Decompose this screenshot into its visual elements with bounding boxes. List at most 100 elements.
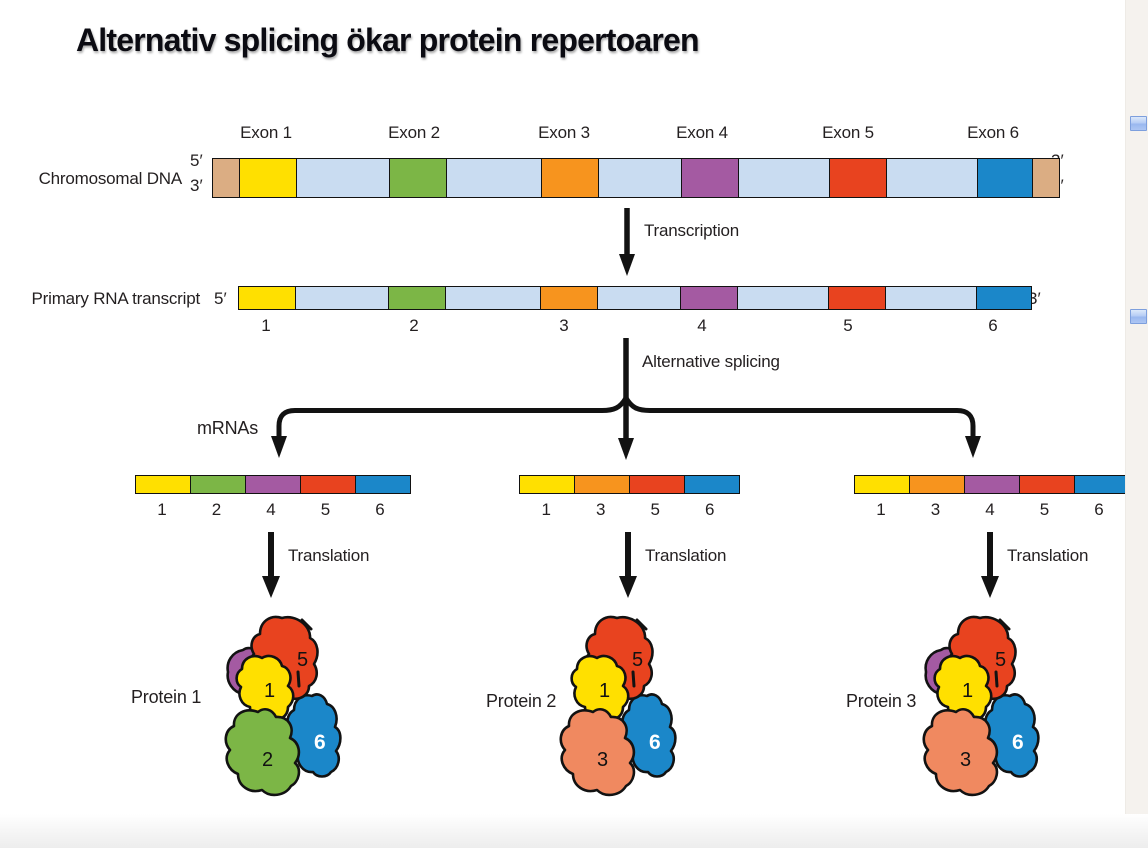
rna-intron — [886, 287, 977, 309]
dna-intron — [599, 159, 682, 178]
rna-exon-number-6: 6 — [988, 316, 998, 335]
rna-intron — [296, 287, 389, 309]
dna-intron — [447, 178, 542, 198]
scrollbar-marker-top[interactable] — [1130, 116, 1147, 131]
protein-label-3: Protein 3 — [846, 691, 917, 711]
transcription-arrow — [619, 208, 635, 276]
mrna-3-exon-1 — [854, 476, 910, 493]
dna-exon-1 — [240, 159, 297, 178]
mrna-bar-3 — [853, 475, 1130, 494]
dna-exon-1 — [240, 178, 297, 198]
mrna-1-number-2: 2 — [211, 500, 222, 519]
protein-2-subunit-number-1: 1 — [599, 680, 610, 702]
protein-2-subunit-number-6: 6 — [649, 731, 661, 754]
dna-strand-bottom — [212, 177, 1060, 199]
protein-3-subunit-number-3: 3 — [960, 749, 971, 771]
protein-3-subunit-number-1: 1 — [962, 680, 973, 702]
rna-intron — [598, 287, 681, 309]
mrna-2-exon-3 — [575, 476, 630, 493]
chromosomal-dna-label: Chromosomal DNA — [38, 169, 183, 188]
dna-cap — [213, 178, 240, 198]
mrna-2-number-1: 1 — [541, 500, 551, 519]
mrnas-label: mRNAs — [197, 418, 258, 438]
scrollbar-track[interactable] — [1125, 0, 1148, 848]
mrna-2-exon-5 — [630, 476, 685, 493]
protein-1-subunit-number-5: 5 — [297, 649, 308, 671]
dna-exon-4 — [682, 178, 739, 198]
protein-3-subunit-number-6: 6 — [1012, 731, 1024, 754]
dna-intron — [739, 159, 830, 178]
bottom-edge-strip — [0, 814, 1148, 848]
mrna-1-exon-4 — [245, 476, 301, 493]
protein-1-subunit-2 — [224, 707, 301, 797]
protein-1-subunit-number-2: 2 — [262, 749, 273, 771]
rna-exon-number-2: 2 — [409, 316, 419, 335]
rna-exon-1 — [239, 287, 296, 309]
dna-five-prime-left: 5′ — [190, 151, 203, 170]
rna-exon-5 — [829, 287, 886, 309]
translation-arrow-3 — [981, 532, 999, 598]
protein-cluster-1: 46512 — [224, 615, 342, 797]
dna-exon-label-1: Exon 1 — [240, 123, 292, 142]
dna-intron — [297, 178, 390, 198]
translation-arrow-2 — [619, 532, 637, 598]
protein-3-subunit-3 — [922, 707, 999, 797]
dna-exon-6 — [978, 178, 1033, 198]
dna-strand-top — [212, 158, 1060, 179]
rna-exon-6 — [977, 287, 1031, 309]
protein-1-subunit-number-1: 1 — [264, 680, 275, 702]
dna-exon-label-2: Exon 2 — [388, 123, 440, 142]
dna-exon-3 — [542, 159, 599, 178]
dna-cap — [213, 159, 240, 178]
dna-intron — [739, 178, 830, 198]
dna-exon-label-4: Exon 4 — [676, 123, 728, 142]
scrollbar-marker-bottom[interactable] — [1130, 309, 1147, 324]
translation-label-1: Translation — [288, 546, 370, 565]
dna-exon-label-6: Exon 6 — [967, 123, 1019, 142]
mrna-2-number-3: 3 — [596, 500, 606, 519]
primary-rna-label: Primary RNA transcript — [31, 289, 201, 308]
translation-arrow-1 — [262, 532, 280, 598]
rna-intron — [446, 287, 541, 309]
primary-rna-bar — [238, 286, 1032, 310]
mrna-3-exon-6 — [1074, 476, 1129, 493]
mrna-1-number-5: 5 — [320, 500, 331, 519]
protein-2-subunit-number-5: 5 — [632, 649, 643, 671]
mrna-3-exon-4 — [964, 476, 1020, 493]
dna-cap — [1033, 159, 1059, 178]
mrna-bar-1 — [134, 475, 411, 494]
rna-exon-number-1: 1 — [261, 316, 271, 335]
mrna-3-exon-3 — [909, 476, 965, 493]
protein-3-subunit-number-5: 5 — [995, 649, 1006, 671]
chromosomal-dna-bar — [212, 158, 1060, 199]
rna-exon-3 — [541, 287, 598, 309]
dna-intron — [887, 159, 978, 178]
translation-label-3: Translation — [1007, 546, 1089, 565]
mrna-2-number-5: 5 — [650, 500, 660, 519]
mrna-1-exon-2 — [190, 476, 246, 493]
translation-label-2: Translation — [645, 546, 727, 565]
mrna-1-number-4: 4 — [266, 500, 276, 519]
dna-exon-6 — [978, 159, 1033, 178]
dna-intron — [297, 159, 390, 178]
mrna-1-exon-5 — [300, 476, 356, 493]
dna-intron — [447, 159, 542, 178]
protein-cluster-3: 46513 — [922, 615, 1040, 797]
rna-intron — [738, 287, 829, 309]
protein-2-subunit-3 — [559, 707, 636, 797]
rna-exon-number-4: 4 — [697, 316, 707, 335]
dna-exon-4 — [682, 159, 739, 178]
protein-2-subunit-number-3: 3 — [597, 749, 608, 771]
mrna-3-exon-5 — [1019, 476, 1075, 493]
dna-intron — [599, 178, 682, 198]
dna-cap — [1033, 178, 1059, 198]
dna-exon-3 — [542, 178, 599, 198]
mrna-3-number-1: 1 — [876, 500, 886, 519]
mrna-3-number-5: 5 — [1039, 500, 1050, 519]
mrna-2-exon-1 — [520, 476, 575, 493]
rna-five-prime: 5′ — [214, 289, 227, 308]
rna-strand — [238, 286, 1032, 310]
mrna-3-number-6: 6 — [1094, 500, 1104, 519]
rna-exon-2 — [389, 287, 446, 309]
dna-exon-2 — [390, 178, 447, 198]
